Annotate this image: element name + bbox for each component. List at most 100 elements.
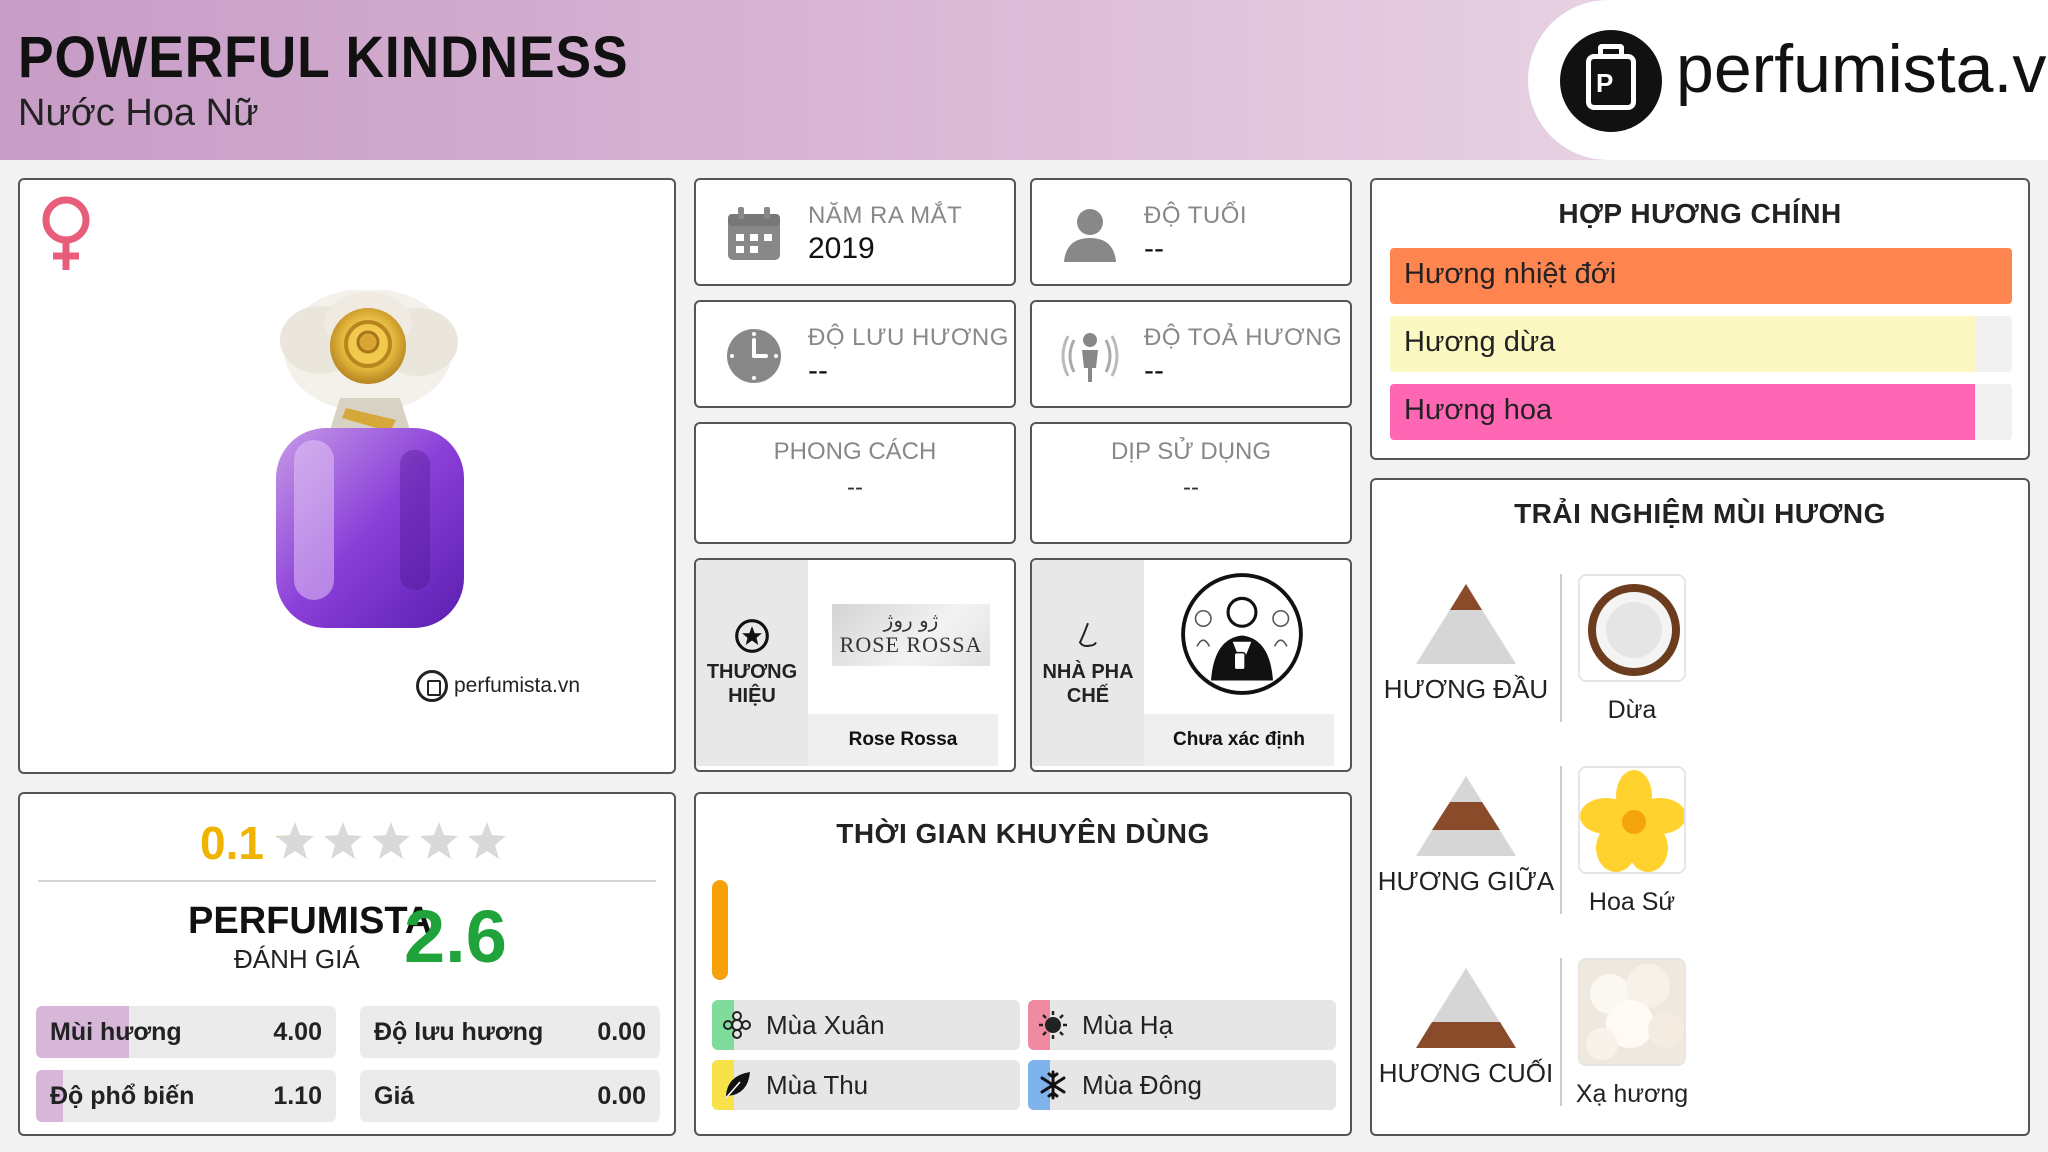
note-tier-label: HƯƠNG GIỮA [1377,866,1555,896]
age-label: ĐỘ TUỔI [1144,202,1248,229]
metric-value: 4.00 [273,1018,322,1046]
notes-title: TRẢI NGHIỆM MÙI HƯƠNG [1514,498,1886,529]
recommended-time-card: THỜI GIAN KHUYÊN DÙNG Mùa Xuân Mùa Hạ [694,792,1352,1136]
season-autumn: Mùa Thu [712,1060,1020,1110]
metric-scent: Mùi hương 4.00 [36,1006,336,1058]
perfumer-card[interactable]: NHÀ PHA CHẾ Chưa xác định [1030,558,1352,772]
perfumer-label-panel: NHÀ PHA CHẾ [1032,560,1144,766]
note-tier-label: HƯƠNG CUỐI [1378,1058,1554,1088]
metric-label: Độ lưu hương [374,1018,544,1046]
style-card: PHONG CÁCH -- [694,422,1016,544]
time-of-day-bar [712,880,728,980]
brand-card[interactable]: THƯƠNG HIỆU ژو روژ ROSE ROSSA Rose Rossa [694,558,1016,772]
logo-text: perfumista.vn [1676,31,2048,107]
brand-logo-arabic: ژو روژ [883,608,939,632]
sillage-label: ĐỘ TOẢ HƯƠNG [1144,324,1343,351]
longevity-label: ĐỘ LƯU HƯƠNG [808,324,1009,351]
perfumer-name: Chưa xác định [1144,714,1334,766]
time-title: THỜI GIAN KHUYÊN DÙNG [836,818,1210,849]
frangipani-note-image[interactable] [1578,766,1686,874]
note-row-base: HƯƠNG CUỐI Xạ hương [1372,958,2032,1118]
main-accords-title: HỢP HƯƠNG CHÍNH [1558,198,1842,229]
perfume-category: Nước Hoa Nữ [18,92,259,134]
style-value: -- [847,474,863,501]
metric-label: Giá [374,1082,415,1110]
accord-label: Hương nhiệt đới [1404,258,1617,290]
nose-icon [1078,622,1097,647]
note-divider [1560,574,1562,722]
metric-popularity: Độ phổ biến 1.10 [36,1070,336,1122]
perfumer-image [1144,560,1334,714]
person-icon [1064,209,1116,262]
brand-label-panel: THƯƠNG HIỆU [696,560,808,766]
watermark: perfumista.vn [416,670,580,702]
perfumer-label-line1: NHÀ PHA [1042,661,1134,683]
ratings-card: 0.1 PERFUMISTA ĐÁNH GIÁ 2.6 Mùi hương 4.… [18,792,676,1136]
season-label: Mùa Thu [766,1070,869,1100]
launch-year-label: NĂM RA MẮT [808,202,963,229]
calendar-icon [728,207,780,260]
sillage-value: -- [1144,354,1164,387]
perfumista-sublabel: ĐÁNH GIÁ [234,944,360,974]
note-label: Dừa [1607,696,1657,724]
summer-icon [1039,1011,1067,1039]
perfumista-label: PERFUMISTA [188,900,433,942]
brand-logo-image: ژو روژ ROSE ROSSA [808,560,998,714]
season-winter: Mùa Đông [1028,1060,1336,1110]
note-label: Xạ hương [1575,1080,1689,1108]
note-row-top: HƯƠNG ĐẦU Dừa [1372,574,2032,734]
star-badge-icon [735,619,769,653]
accord-fill [1390,248,2012,304]
style-label: PHONG CÁCH [773,438,937,465]
longevity-value: -- [808,354,828,387]
watermark-text: perfumista.vn [454,674,581,697]
star-icon[interactable] [274,820,316,862]
occasion-value: -- [1183,474,1199,501]
accord-label: Hương dừa [1404,326,1556,358]
accord-bar: Hương hoa [1390,384,2012,440]
metric-longevity: Độ lưu hương 0.00 [360,1006,660,1058]
musk-note-image[interactable] [1578,958,1686,1066]
longevity-card: ĐỘ LƯU HƯƠNG -- [694,300,1016,408]
perfumer-label-line2: CHẾ [1066,685,1110,707]
metric-price: Giá 0.00 [360,1070,660,1122]
star-icon[interactable] [418,820,460,862]
season-label: Mùa Xuân [766,1010,885,1040]
sillage-icon [1061,333,1119,382]
star-icon[interactable] [322,820,364,862]
perfume-bottle-image [276,290,464,628]
autumn-icon [725,1072,750,1099]
brand-label-line1: THƯƠNG [706,661,798,683]
star-icon[interactable] [370,820,412,862]
season-label: Mùa Đông [1082,1070,1202,1100]
sillage-card: ĐỘ TOẢ HƯƠNG -- [1030,300,1352,408]
star-rating[interactable] [274,820,508,862]
launch-year-card: NĂM RA MẮT 2019 [694,178,1016,286]
age-card: ĐỘ TUỔI -- [1030,178,1352,286]
brand-logo-text: ROSE ROSSA [839,632,983,657]
perfume-bottle-logo-icon: P [1560,30,1662,132]
brand-name: Rose Rossa [808,714,998,766]
season-color-tip [1028,1060,1050,1110]
metric-value: 0.00 [597,1018,646,1046]
age-value: -- [1144,232,1164,265]
note-divider [1560,958,1562,1106]
coconut-note-image[interactable] [1578,574,1686,682]
metric-value: 1.10 [273,1082,322,1110]
note-row-middle: HƯƠNG GIỮA Hoa Sứ [1372,766,2032,926]
star-icon[interactable] [466,820,508,862]
note-tier-label: HƯƠNG ĐẦU [1383,674,1549,704]
metric-value: 0.00 [597,1082,646,1110]
brand-logo[interactable]: P perfumista.vn [1528,0,2048,160]
user-score: 0.1 [200,817,264,869]
metric-label: Độ phổ biến [50,1082,195,1110]
divider [38,880,656,882]
header: POWERFUL KINDNESS Nước Hoa Nữ P perfumis… [0,0,2048,160]
occasion-card: DỊP SỬ DỤNG -- [1030,422,1352,544]
accord-bar: Hương dừa [1390,316,2012,372]
launch-year-value: 2019 [808,232,875,265]
metric-fill [36,1006,129,1058]
perfumista-logo-icon [416,670,448,702]
accord-label: Hương hoa [1404,394,1553,426]
season-summer: Mùa Hạ [1028,1000,1336,1050]
